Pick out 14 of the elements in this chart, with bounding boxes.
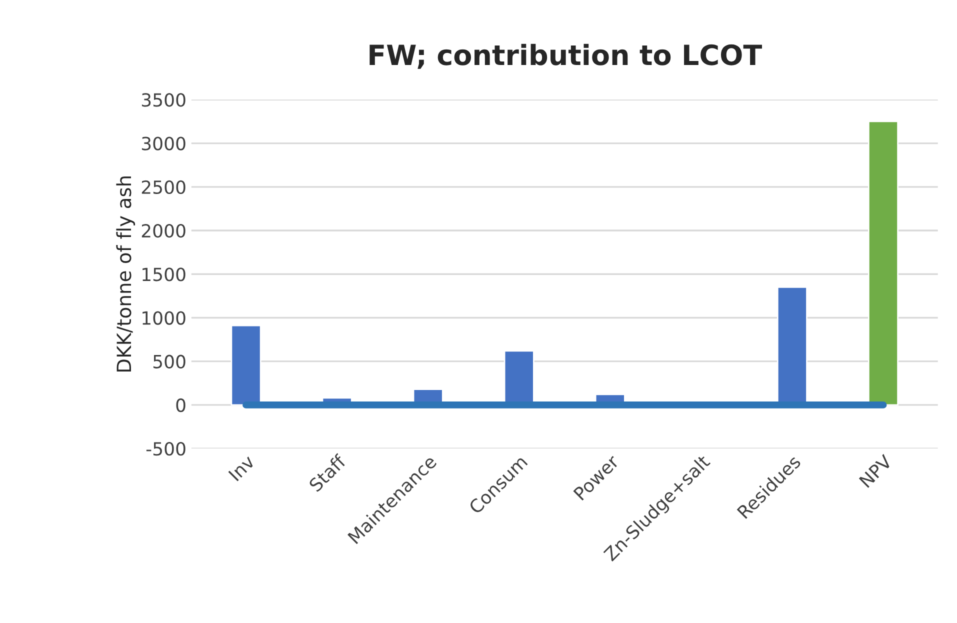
y-tick-label: 2500 [142, 180, 186, 194]
y-tick-label: 2000 [142, 224, 186, 238]
y-tick-label: 500 [153, 354, 186, 368]
chart-title: FW; contribution to LCOT [370, 44, 762, 69]
y-tick-label: 3500 [142, 93, 186, 107]
bar [230, 324, 262, 406]
y-axis-title: DKK/tonne of fly ash [116, 176, 136, 372]
y-tick-label: 1000 [142, 311, 186, 325]
y-tick-label: 0 [176, 398, 186, 412]
y-tick-label: -500 [146, 442, 186, 456]
bar [868, 120, 898, 406]
x-tick-label: Inv [228, 454, 256, 482]
y-tick-label: 3000 [142, 136, 186, 150]
y-tick-label: 1500 [142, 268, 186, 282]
